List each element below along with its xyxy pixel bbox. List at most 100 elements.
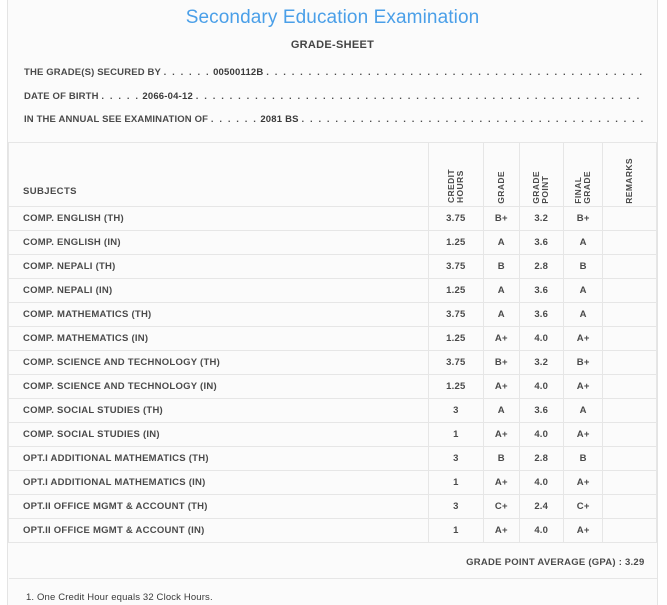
cell-grade: A xyxy=(483,278,520,304)
cell-remarks xyxy=(602,446,657,472)
table-header-row: SUBJECTS CREDIT HOURS GRADE GRADE POINT … xyxy=(8,142,657,208)
cell-subject: COMP. ENGLISH (IN) xyxy=(8,230,429,256)
date-of-birth-value: 2066-04-12 xyxy=(142,90,193,102)
candidate-info-block: THE GRADE(S) SECURED BY . . . . . . 0050… xyxy=(8,55,657,137)
cell-remarks xyxy=(602,326,657,352)
gpa-row: GRADE POINT AVERAGE (GPA) : 3.29 xyxy=(8,542,657,580)
cell-remarks xyxy=(602,278,657,304)
grade-sheet-container: Secondary Education Examination GRADE-SH… xyxy=(7,0,658,605)
table-row: COMP. ENGLISH (TH) 3.75 B+ 3.2 B+ xyxy=(8,206,657,232)
table-row: OPT.I ADDITIONAL MATHEMATICS (IN) 1 A+ 4.0 A… xyxy=(8,470,657,496)
table-row: OPT.I ADDITIONAL MATHEMATICS (TH) 3 B 2.8 B xyxy=(8,446,657,472)
cell-grade: B xyxy=(483,254,520,280)
cell-final-grade: A+ xyxy=(562,326,604,352)
cell-final-grade: A+ xyxy=(562,422,604,448)
cell-subject: COMP. SCIENCE AND TECHNOLOGY (IN) xyxy=(8,374,429,400)
cell-final-grade: B xyxy=(562,446,604,472)
cell-grade: A+ xyxy=(483,326,520,352)
table-row: COMP. ENGLISH (IN) 1.25 A 3.6 A xyxy=(8,230,657,256)
cell-grade-point: 4.0 xyxy=(518,518,564,544)
cell-remarks xyxy=(602,302,657,328)
cell-credit-hours: 3 xyxy=(427,446,485,472)
cell-remarks xyxy=(602,470,657,496)
table-row: COMP. MATHEMATICS (TH) 3.75 A 3.6 A xyxy=(8,302,657,328)
cell-grade-point: 4.0 xyxy=(518,422,564,448)
cell-remarks xyxy=(602,518,657,544)
table-row: COMP. SCIENCE AND TECHNOLOGY (IN) 1.25 A+ 4… xyxy=(8,374,657,400)
cell-final-grade: B+ xyxy=(562,206,604,232)
cell-remarks xyxy=(602,398,657,424)
cell-subject: OPT.II OFFICE MGMT & ACCOUNT (IN) xyxy=(8,518,429,544)
note-item: 1. One Credit Hour equals 32 Clock Hours… xyxy=(26,592,213,604)
cell-subject: COMP. MATHEMATICS (IN) xyxy=(8,326,429,352)
info-leader-1: . . . . . . xyxy=(163,66,211,78)
table-row: COMP. SCIENCE AND TECHNOLOGY (TH) 3.75 B+ 3… xyxy=(8,350,657,376)
cell-grade-point: 2.8 xyxy=(518,254,564,280)
notes-block: 1. One Credit Hour equals 32 Clock Hours… xyxy=(8,579,657,605)
cell-grade-point: 3.2 xyxy=(518,206,564,232)
column-header-subjects: SUBJECTS xyxy=(8,142,429,208)
cell-grade: A xyxy=(483,230,520,256)
cell-grade-point: 4.0 xyxy=(518,470,564,496)
info-leader-3: . . . . . . xyxy=(210,114,258,126)
info-line-exam-year: IN THE ANNUAL SEE EXAMINATION OF . . . .… xyxy=(20,108,645,132)
cell-remarks xyxy=(602,206,657,232)
exam-year-value: 2081 BS xyxy=(260,114,299,126)
cell-grade-point: 4.0 xyxy=(518,326,564,352)
cell-remarks xyxy=(602,422,657,448)
info-trailer-2: . . . . . . . . . . . . . . . . . . . . … xyxy=(195,90,645,102)
cell-grade-point: 3.2 xyxy=(518,350,564,376)
cell-credit-hours: 3.75 xyxy=(427,206,485,232)
column-header-remarks-label: REMARKS xyxy=(624,157,635,204)
cell-credit-hours: 1.25 xyxy=(427,278,485,304)
cell-final-grade: A+ xyxy=(562,518,604,544)
grades-table-head: SUBJECTS CREDIT HOURS GRADE GRADE POINT … xyxy=(8,142,657,208)
grades-table-body: COMP. ENGLISH (TH) 3.75 B+ 3.2 B+ COMP. ENGLI… xyxy=(8,206,657,544)
cell-grade: B+ xyxy=(483,350,520,376)
page-title: Secondary Education Examination xyxy=(185,7,480,28)
cell-subject: OPT.II OFFICE MGMT & ACCOUNT (TH) xyxy=(8,494,429,520)
cell-credit-hours: 3.75 xyxy=(427,254,485,280)
cell-grade-point: 3.6 xyxy=(518,398,564,424)
cell-subject: COMP. NEPALI (TH) xyxy=(8,254,429,280)
info-label-annual-exam: IN THE ANNUAL SEE EXAMINATION OF xyxy=(24,114,209,126)
info-label-grades-secured-by: THE GRADE(S) SECURED BY xyxy=(24,66,161,78)
cell-grade-point: 4.0 xyxy=(518,374,564,400)
info-line-date-of-birth: DATE OF BIRTH . . . . . 2066-04-12 . . .… xyxy=(20,85,645,109)
cell-credit-hours: 3.75 xyxy=(427,302,485,328)
table-row: COMP. NEPALI (IN) 1.25 A 3.6 A xyxy=(8,278,657,304)
cell-final-grade: A xyxy=(562,302,604,328)
cell-subject: OPT.I ADDITIONAL MATHEMATICS (TH) xyxy=(8,446,429,472)
info-trailer-1: . . . . . . . . . . . . . . . . . . . . … xyxy=(266,66,645,78)
cell-credit-hours: 3.75 xyxy=(427,350,485,376)
column-header-final-grade: FINAL GRADE xyxy=(562,142,604,208)
cell-grade: B xyxy=(483,446,520,472)
cell-subject: COMP. MATHEMATICS (TH) xyxy=(8,302,429,328)
column-header-grade: GRADE xyxy=(483,142,520,208)
info-line-symbol-number: THE GRADE(S) SECURED BY . . . . . . 0050… xyxy=(20,61,645,85)
cell-subject: COMP. ENGLISH (TH) xyxy=(8,206,429,232)
cell-final-grade: A xyxy=(562,398,604,424)
cell-remarks xyxy=(602,374,657,400)
cell-credit-hours: 1 xyxy=(427,422,485,448)
cell-grade-point: 3.6 xyxy=(518,230,564,256)
cell-grade-point: 2.4 xyxy=(518,494,564,520)
grades-table: SUBJECTS CREDIT HOURS GRADE GRADE POINT … xyxy=(8,142,657,580)
cell-final-grade: B xyxy=(562,254,604,280)
info-leader-2: . . . . . xyxy=(101,90,140,102)
table-row: OPT.II OFFICE MGMT & ACCOUNT (IN) 1 A+ 4.0 A… xyxy=(8,518,657,544)
cell-final-grade: A+ xyxy=(562,374,604,400)
cell-subject: OPT.I ADDITIONAL MATHEMATICS (IN) xyxy=(8,470,429,496)
cell-subject: COMP. NEPALI (IN) xyxy=(8,278,429,304)
cell-grade: A+ xyxy=(483,374,520,400)
cell-remarks xyxy=(602,230,657,256)
cell-subject: COMP. SOCIAL STUDIES (TH) xyxy=(8,398,429,424)
cell-credit-hours: 3 xyxy=(427,494,485,520)
cell-remarks xyxy=(602,494,657,520)
cell-credit-hours: 1 xyxy=(427,470,485,496)
info-label-date-of-birth: DATE OF BIRTH xyxy=(24,90,99,102)
column-header-credit-hours: CREDIT HOURS xyxy=(427,142,485,208)
cell-grade: A xyxy=(483,398,520,424)
column-header-credit-hours-label: CREDIT HOURS xyxy=(445,169,465,204)
cell-grade: A+ xyxy=(483,470,520,496)
